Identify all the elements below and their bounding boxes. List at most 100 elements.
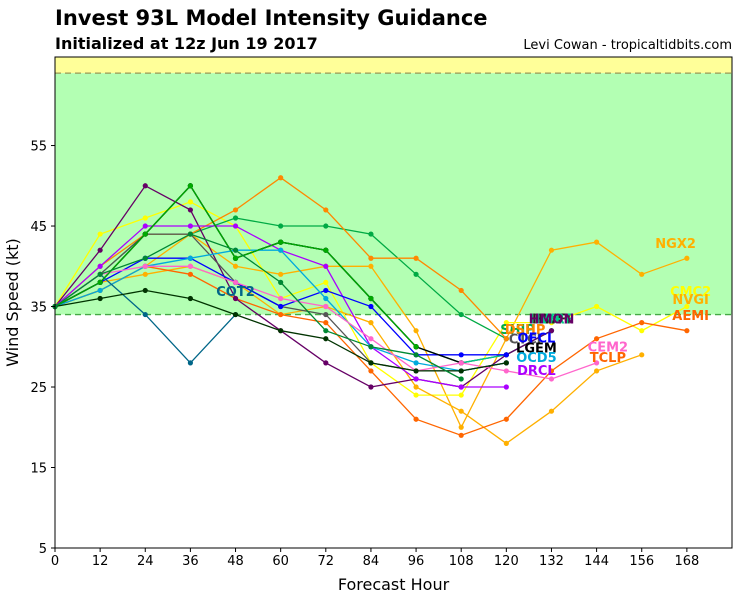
data-point [278, 295, 284, 302]
data-point [278, 223, 284, 229]
data-point [548, 376, 555, 382]
y-tick-label: 45 [30, 220, 47, 235]
chart-credit: Levi Cowan - tropicaltidbits.com [523, 38, 732, 53]
series-label-tclp: TCLP [590, 351, 626, 366]
data-point [97, 231, 103, 237]
data-point [142, 271, 148, 277]
data-point [503, 440, 509, 446]
series-label-hwrf: HWRF [529, 312, 573, 327]
data-point [684, 255, 690, 261]
data-point [594, 303, 600, 310]
series-label-ofcl: OFCL [518, 332, 556, 347]
series-label-nvgi: NVGI [672, 293, 708, 308]
data-point [278, 311, 284, 318]
data-point [232, 215, 239, 221]
data-point [97, 279, 103, 285]
data-point [142, 183, 148, 189]
plot-frame [54, 56, 733, 549]
y-tick-label: 25 [30, 381, 47, 396]
data-point [97, 271, 103, 277]
data-point [368, 303, 374, 310]
data-point [187, 295, 193, 302]
data-point [323, 207, 329, 213]
data-point [503, 336, 509, 342]
data-point [413, 392, 419, 398]
x-tick-label: 72 [318, 554, 335, 569]
data-point [187, 271, 193, 277]
data-point [413, 271, 419, 277]
data-point [232, 311, 239, 318]
data-point [458, 311, 464, 318]
data-point [548, 247, 555, 253]
series-line-avni [54, 233, 462, 380]
data-point [413, 344, 419, 350]
data-point [232, 247, 239, 253]
data-point [368, 263, 374, 269]
data-point [142, 311, 148, 318]
series-line-hmon [54, 184, 552, 388]
data-point [278, 303, 284, 310]
data-point [413, 328, 419, 334]
data-point [323, 287, 329, 294]
data-point [323, 295, 329, 302]
data-point [323, 320, 329, 326]
data-point [232, 279, 239, 285]
data-point [503, 384, 509, 390]
data-point [548, 320, 555, 326]
data-point [458, 360, 464, 366]
series-label-ocd5: OCD5 [516, 351, 556, 366]
data-point [278, 175, 284, 181]
y-tick-label: 15 [30, 462, 47, 477]
data-point [232, 263, 239, 269]
x-tick-label: 36 [182, 554, 199, 569]
data-point [187, 223, 193, 229]
series-label-cot2: COT2 [216, 285, 255, 300]
data-point [323, 328, 329, 334]
series-label-hmon: HMON [529, 312, 575, 327]
data-point [97, 295, 103, 302]
data-point [368, 360, 374, 366]
data-point [458, 432, 464, 438]
x-tick-label: 108 [449, 554, 474, 569]
data-point [187, 360, 193, 366]
data-point [413, 352, 419, 358]
data-point [458, 368, 464, 374]
x-axis-label: Forecast Hour [338, 575, 450, 593]
data-point [368, 384, 374, 390]
data-point [413, 416, 419, 422]
series-label-lgem: LGEM [516, 341, 557, 356]
data-point [413, 384, 419, 390]
series-label-ctci: CTCI [509, 333, 542, 348]
data-point [368, 255, 374, 261]
data-point [323, 303, 329, 310]
data-point [187, 199, 193, 205]
data-point [142, 223, 148, 229]
data-point [503, 360, 509, 366]
data-point [458, 287, 464, 294]
data-point [323, 263, 329, 269]
x-tick-label: 0 [51, 554, 59, 569]
data-point [503, 368, 509, 374]
x-tick-label: 24 [137, 554, 154, 569]
data-point [97, 287, 103, 294]
data-point [278, 239, 284, 245]
data-point [503, 320, 509, 326]
series-line-nvgi [54, 265, 642, 445]
chart-title: Invest 93L Model Intensity Guidance [55, 6, 488, 30]
data-point [458, 376, 464, 382]
data-point [97, 263, 103, 269]
data-point [187, 263, 193, 269]
data-point [142, 215, 148, 221]
data-point [368, 368, 374, 374]
data-point [548, 328, 555, 334]
data-point [323, 336, 329, 342]
data-point [187, 183, 193, 189]
data-point [458, 424, 464, 430]
y-tick-label: 55 [30, 140, 47, 155]
data-point [278, 247, 284, 253]
data-point [413, 376, 419, 382]
data-point [142, 263, 148, 269]
x-tick-label: 120 [494, 554, 519, 569]
data-point [594, 239, 600, 245]
data-point [458, 352, 464, 358]
